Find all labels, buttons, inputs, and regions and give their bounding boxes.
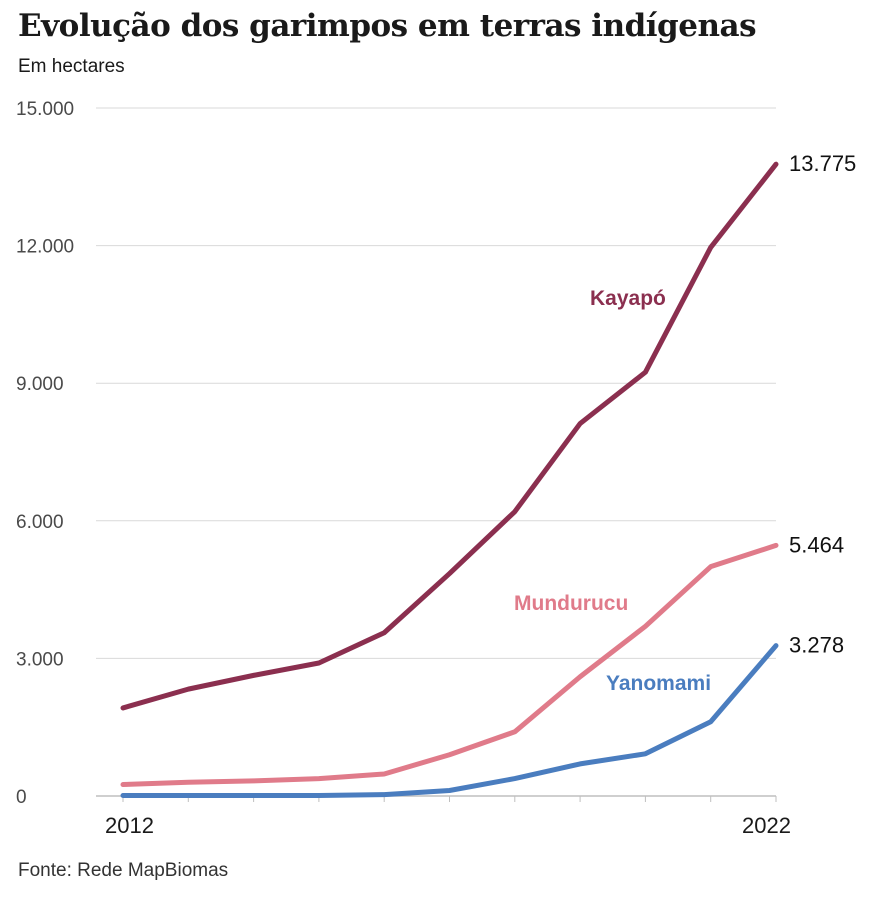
end-value-label: 3.278 <box>789 633 844 658</box>
y-tick-label: 15.000 <box>16 99 74 120</box>
chart-subtitle: Em hectares <box>18 56 125 77</box>
y-tick-label: 6.000 <box>16 512 64 533</box>
y-tick-label: 12.000 <box>16 237 74 258</box>
chart-title: Evolução dos garimpos em terras indígena… <box>18 8 757 44</box>
x-tick-label: 2022 <box>742 813 791 838</box>
x-tick-label: 2012 <box>105 813 154 838</box>
y-tick-label: 3.000 <box>16 649 64 670</box>
series-labels: 13.775 Kayapó 5.464 Mundurucu 3.278 Yanomami <box>514 151 856 695</box>
end-value-label: 5.464 <box>789 532 844 557</box>
source-note: Fonte: Rede MapBiomas <box>18 860 229 881</box>
y-tick-label: 9.000 <box>16 374 64 395</box>
y-tick-label: 0 <box>16 787 27 808</box>
end-value-label: 13.775 <box>789 151 856 176</box>
y-axis-tick-labels: 0 3.000 6.000 9.000 12.000 15.000 <box>16 99 74 808</box>
series-lines <box>120 161 779 799</box>
series-line-mundurucu <box>120 542 779 788</box>
series-name-label: Yanomami <box>606 672 711 695</box>
series-line-yanomami <box>120 643 779 799</box>
x-axis-tick-labels: 2012 2022 <box>105 813 791 838</box>
series-name-label: Kayapó <box>590 287 666 310</box>
series-line-kayap <box>120 161 779 711</box>
series-name-label: Mundurucu <box>514 592 628 615</box>
